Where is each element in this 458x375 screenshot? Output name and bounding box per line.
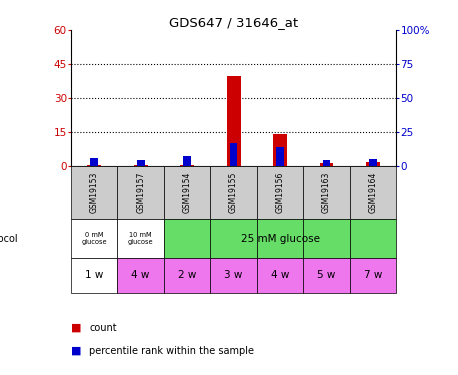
FancyBboxPatch shape bbox=[350, 219, 396, 258]
FancyBboxPatch shape bbox=[303, 166, 350, 219]
Bar bbox=[90, 158, 98, 166]
FancyBboxPatch shape bbox=[164, 166, 210, 219]
Text: percentile rank within the sample: percentile rank within the sample bbox=[89, 346, 254, 355]
FancyBboxPatch shape bbox=[117, 219, 164, 258]
Bar bbox=[180, 165, 194, 166]
Text: GSM19153: GSM19153 bbox=[90, 172, 99, 213]
FancyBboxPatch shape bbox=[117, 166, 164, 219]
FancyBboxPatch shape bbox=[71, 258, 117, 292]
FancyBboxPatch shape bbox=[71, 219, 117, 258]
Bar bbox=[183, 156, 191, 166]
Bar bbox=[369, 159, 377, 166]
Text: GSM19164: GSM19164 bbox=[368, 172, 377, 213]
Text: 0 mM
glucose: 0 mM glucose bbox=[82, 232, 107, 245]
FancyBboxPatch shape bbox=[303, 258, 350, 292]
Text: ■: ■ bbox=[71, 346, 82, 355]
FancyBboxPatch shape bbox=[303, 219, 350, 258]
FancyBboxPatch shape bbox=[117, 258, 164, 292]
Text: 25 mM glucose: 25 mM glucose bbox=[240, 234, 320, 244]
Text: 1 w: 1 w bbox=[85, 270, 104, 280]
Text: 4 w: 4 w bbox=[271, 270, 289, 280]
Bar bbox=[87, 165, 101, 166]
Text: 3 w: 3 w bbox=[224, 270, 243, 280]
Text: GSM19155: GSM19155 bbox=[229, 172, 238, 213]
FancyBboxPatch shape bbox=[210, 258, 257, 292]
FancyBboxPatch shape bbox=[71, 166, 117, 219]
Text: ■: ■ bbox=[71, 323, 82, 333]
Bar bbox=[230, 143, 237, 166]
FancyBboxPatch shape bbox=[257, 258, 303, 292]
FancyBboxPatch shape bbox=[257, 219, 303, 258]
FancyBboxPatch shape bbox=[210, 166, 257, 219]
Text: 4 w: 4 w bbox=[131, 270, 150, 280]
Bar bbox=[366, 162, 380, 166]
Text: count: count bbox=[89, 323, 117, 333]
Bar bbox=[134, 165, 147, 166]
FancyBboxPatch shape bbox=[350, 258, 396, 292]
Bar bbox=[276, 147, 284, 166]
FancyBboxPatch shape bbox=[350, 166, 396, 219]
Text: growth protocol: growth protocol bbox=[0, 234, 17, 244]
Text: 7 w: 7 w bbox=[364, 270, 382, 280]
Title: GDS647 / 31646_at: GDS647 / 31646_at bbox=[169, 16, 298, 29]
Bar bbox=[227, 75, 240, 166]
Text: GSM19156: GSM19156 bbox=[276, 172, 284, 213]
Text: GSM19163: GSM19163 bbox=[322, 172, 331, 213]
Text: 2 w: 2 w bbox=[178, 270, 196, 280]
FancyBboxPatch shape bbox=[257, 166, 303, 219]
Bar bbox=[322, 160, 330, 166]
FancyBboxPatch shape bbox=[164, 219, 210, 258]
Text: 10 mM
glucose: 10 mM glucose bbox=[128, 232, 153, 245]
FancyBboxPatch shape bbox=[210, 219, 257, 258]
FancyBboxPatch shape bbox=[164, 258, 210, 292]
Bar bbox=[137, 160, 145, 166]
Text: GSM19157: GSM19157 bbox=[136, 172, 145, 213]
Text: GSM19154: GSM19154 bbox=[183, 172, 191, 213]
Text: 5 w: 5 w bbox=[317, 270, 336, 280]
Bar bbox=[273, 134, 287, 166]
Bar bbox=[320, 163, 333, 166]
